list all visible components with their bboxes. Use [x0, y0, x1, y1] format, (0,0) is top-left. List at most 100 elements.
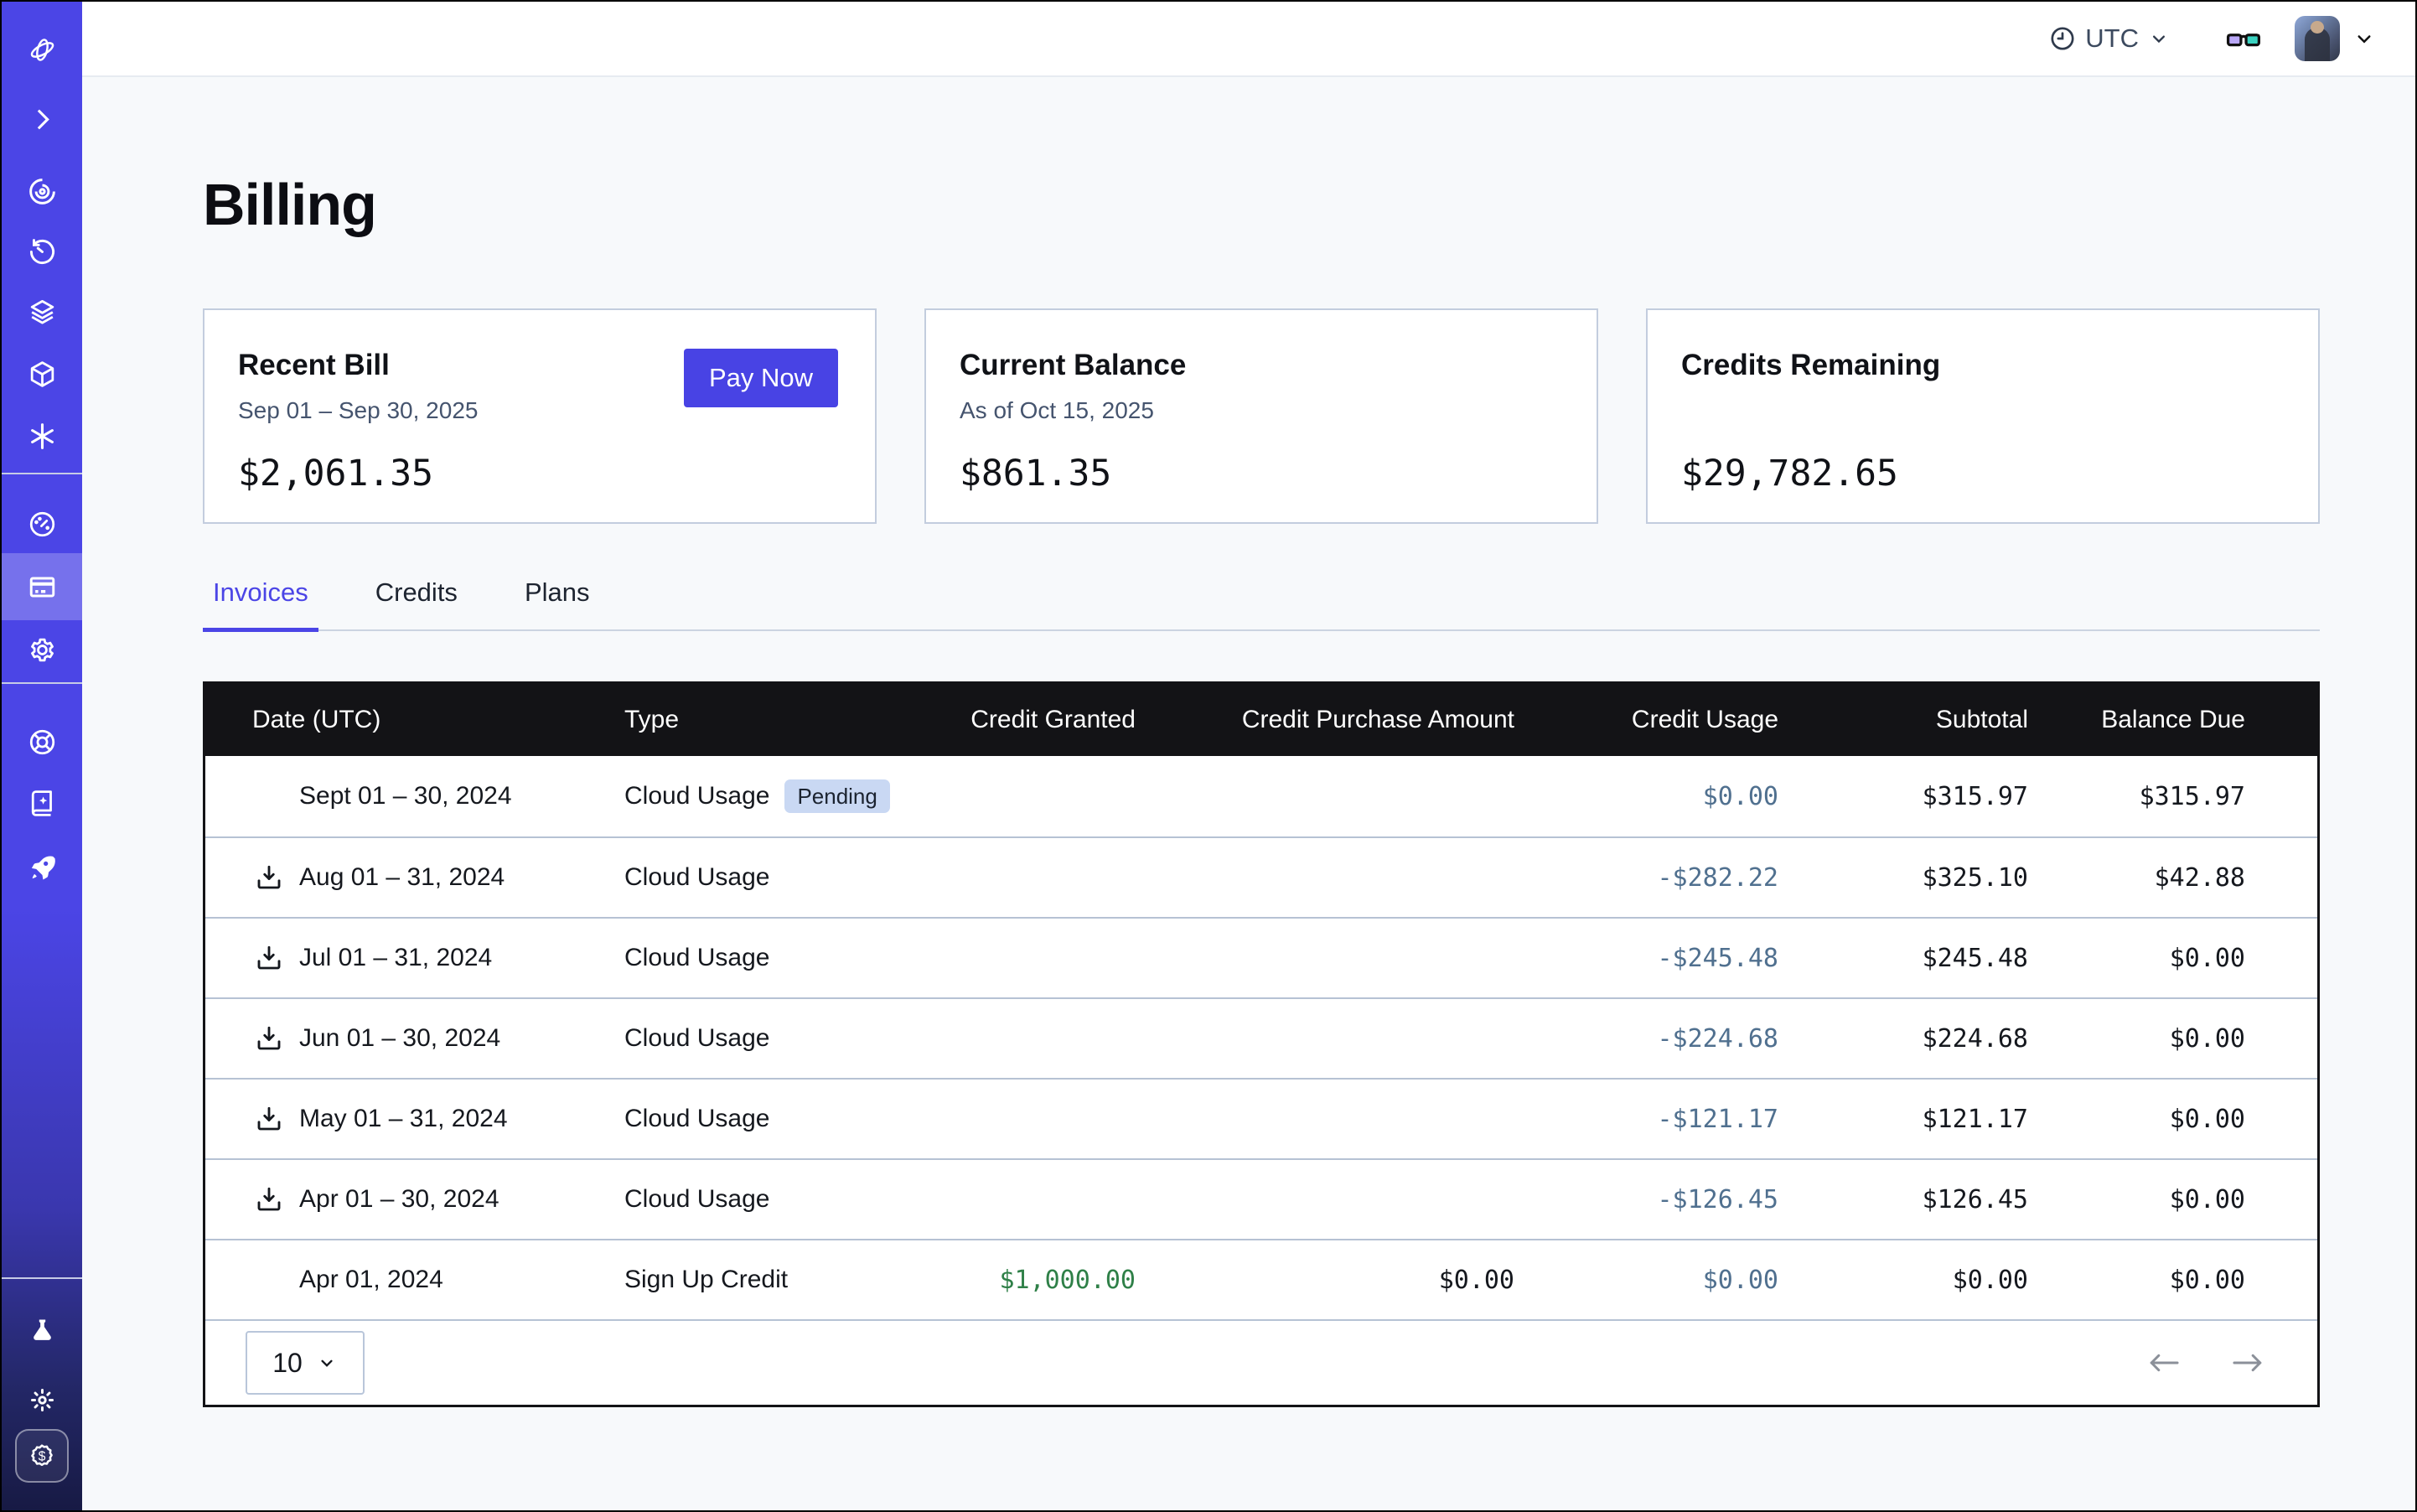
invoices-table: Date (UTC) Type Credit Granted Credit Purch…	[203, 681, 2320, 1407]
download-placeholder	[252, 1263, 286, 1297]
invoice-date: Apr 01 – 30, 2024	[299, 1185, 499, 1213]
download-placeholder	[252, 779, 286, 813]
page-title: Billing	[203, 172, 377, 237]
download-invoice-icon[interactable]	[252, 861, 286, 894]
labs-flask-icon[interactable]	[2, 1297, 82, 1364]
current-balance-card: Current Balance As of Oct 15, 2025 $861.…	[924, 308, 1598, 524]
column-header: Type	[624, 706, 680, 733]
sidebar: $	[2, 2, 82, 1510]
table-header-row: Date (UTC) Type Credit Granted Credit Purch…	[205, 684, 2317, 756]
download-invoice-icon[interactable]	[252, 1022, 286, 1055]
chevron-down-icon	[321, 1359, 333, 1367]
expand-sidebar-icon[interactable]	[2, 85, 82, 153]
sidebar-divider	[2, 1277, 82, 1279]
app-logo-icon[interactable]	[2, 16, 82, 83]
column-header: Subtotal	[1935, 706, 2028, 733]
cell-usage: $0.00	[1702, 781, 1778, 811]
invoice-row: Apr 01 – 30, 2024 Cloud Usage -$126.45 $126…	[205, 1158, 2317, 1239]
download-invoice-icon[interactable]	[252, 1183, 286, 1216]
user-avatar[interactable]	[2295, 16, 2340, 61]
invoice-date: Aug 01 – 31, 2024	[299, 863, 505, 891]
cell-type: Cloud Usage	[624, 863, 926, 892]
theme-sun-icon[interactable]	[2, 1366, 82, 1433]
invoice-row: Apr 01, 2024 Sign Up Credit $1,000.00 $0.00…	[205, 1239, 2317, 1319]
table-footer: 10	[205, 1319, 2317, 1405]
credits-dollar-badge-button[interactable]: $	[15, 1429, 69, 1483]
invoice-date: Jul 01 – 31, 2024	[299, 944, 493, 971]
glasses-icon[interactable]	[2224, 19, 2263, 58]
card-subtitle: As of Oct 15, 2025	[960, 397, 1154, 423]
invoice-date: Apr 01, 2024	[299, 1266, 443, 1293]
column-header: Balance Due	[2101, 706, 2245, 733]
download-invoice-icon[interactable]	[252, 941, 286, 975]
cell-granted: $1,000.00	[999, 1265, 1136, 1295]
invoice-type: Sign Up Credit	[624, 1266, 789, 1293]
history-clock-icon[interactable]	[2, 218, 82, 285]
account-menu-chevron-icon[interactable]	[2352, 26, 2377, 51]
invoice-row: Jul 01 – 31, 2024 Cloud Usage -$245.48 $245…	[205, 917, 2317, 997]
invoice-row: Jun 01 – 30, 2024 Cloud Usage -$224.68 $224…	[205, 997, 2317, 1078]
cell-balance: $315.97	[2139, 781, 2245, 811]
cell-date: Aug 01 – 31, 2024	[205, 861, 624, 894]
clock-icon	[2051, 27, 2074, 50]
topbar: UTC	[82, 2, 2415, 77]
cell-balance: $0.00	[2169, 1104, 2245, 1134]
radar-icon[interactable]	[2, 158, 82, 225]
pay-now-button[interactable]: Pay Now	[683, 349, 838, 407]
next-page-button[interactable]	[2230, 1350, 2265, 1375]
card-title: Credits Remaining	[1681, 349, 1941, 381]
cell-purchase: $0.00	[1438, 1265, 1514, 1295]
invoice-type: Cloud Usage	[624, 863, 770, 891]
cell-date: Apr 01, 2024	[205, 1263, 624, 1297]
card-subtitle: Sep 01 – Sep 30, 2025	[238, 397, 479, 423]
cell-subtotal: $121.17	[1922, 1104, 2028, 1134]
main-content: Billing Recent Bill Sep 01 – Sep 30, 202…	[82, 77, 2415, 1510]
tab-plans[interactable]: Plans	[524, 577, 590, 607]
cube-icon[interactable]	[2, 340, 82, 407]
invoice-type: Cloud Usage	[624, 782, 770, 810]
invoice-table-body: Sept 01 – 30, 2024 Cloud Usage Pending $0.0…	[205, 756, 2317, 1319]
cell-date: May 01 – 31, 2024	[205, 1102, 624, 1136]
tab-credits[interactable]: Credits	[375, 577, 458, 607]
sidebar-divider	[2, 473, 82, 474]
billing-credit-card-icon[interactable]	[2, 553, 82, 620]
invoice-date: May 01 – 31, 2024	[299, 1105, 508, 1132]
invoice-date: Sept 01 – 30, 2024	[299, 782, 512, 810]
layers-icon[interactable]	[2, 278, 82, 345]
cell-date: Jul 01 – 31, 2024	[205, 941, 624, 975]
usage-gauge-icon[interactable]	[2, 490, 82, 557]
chevron-down-icon	[2153, 35, 2165, 44]
credits-remaining-card: Credits Remaining $29,782.65	[1646, 308, 2320, 524]
cell-type: Cloud Usage	[624, 1105, 926, 1133]
invoice-date: Jun 01 – 30, 2024	[299, 1024, 501, 1052]
invoice-type: Cloud Usage	[624, 1105, 770, 1132]
asterisk-icon[interactable]	[2, 402, 82, 469]
settings-gear-icon[interactable]	[2, 616, 82, 683]
cell-usage: $0.00	[1702, 1265, 1778, 1295]
cell-balance: $0.00	[2169, 943, 2245, 973]
docs-book-icon[interactable]	[2, 769, 82, 836]
page-size-select[interactable]: 10	[246, 1331, 365, 1395]
cell-subtotal: $325.10	[1922, 862, 2028, 893]
launch-rocket-icon[interactable]	[2, 833, 82, 900]
cell-date: Jun 01 – 30, 2024	[205, 1022, 624, 1055]
prev-page-button[interactable]	[2146, 1350, 2182, 1375]
invoice-row: Aug 01 – 31, 2024 Cloud Usage -$282.22 $325…	[205, 836, 2317, 917]
card-title: Current Balance	[960, 349, 1187, 381]
invoice-type: Cloud Usage	[624, 944, 770, 971]
cell-type: Cloud Usage Pending	[624, 779, 926, 813]
tab-invoices[interactable]: Invoices	[203, 577, 318, 632]
cell-type: Sign Up Credit	[624, 1266, 926, 1294]
cell-subtotal: $245.48	[1922, 943, 2028, 973]
cell-balance: $0.00	[2169, 1023, 2245, 1054]
cell-balance: $0.00	[2169, 1184, 2245, 1214]
download-invoice-icon[interactable]	[252, 1102, 286, 1136]
cell-type: Cloud Usage	[624, 1024, 926, 1053]
cell-subtotal: $126.45	[1922, 1184, 2028, 1214]
card-subtitle	[1681, 394, 1940, 427]
cell-subtotal: $224.68	[1922, 1023, 2028, 1054]
support-lifebuoy-icon[interactable]	[2, 708, 82, 775]
timezone-dropdown[interactable]: UTC	[2048, 23, 2171, 54]
recent-bill-card: Recent Bill Sep 01 – Sep 30, 2025 $2,061…	[203, 308, 877, 524]
